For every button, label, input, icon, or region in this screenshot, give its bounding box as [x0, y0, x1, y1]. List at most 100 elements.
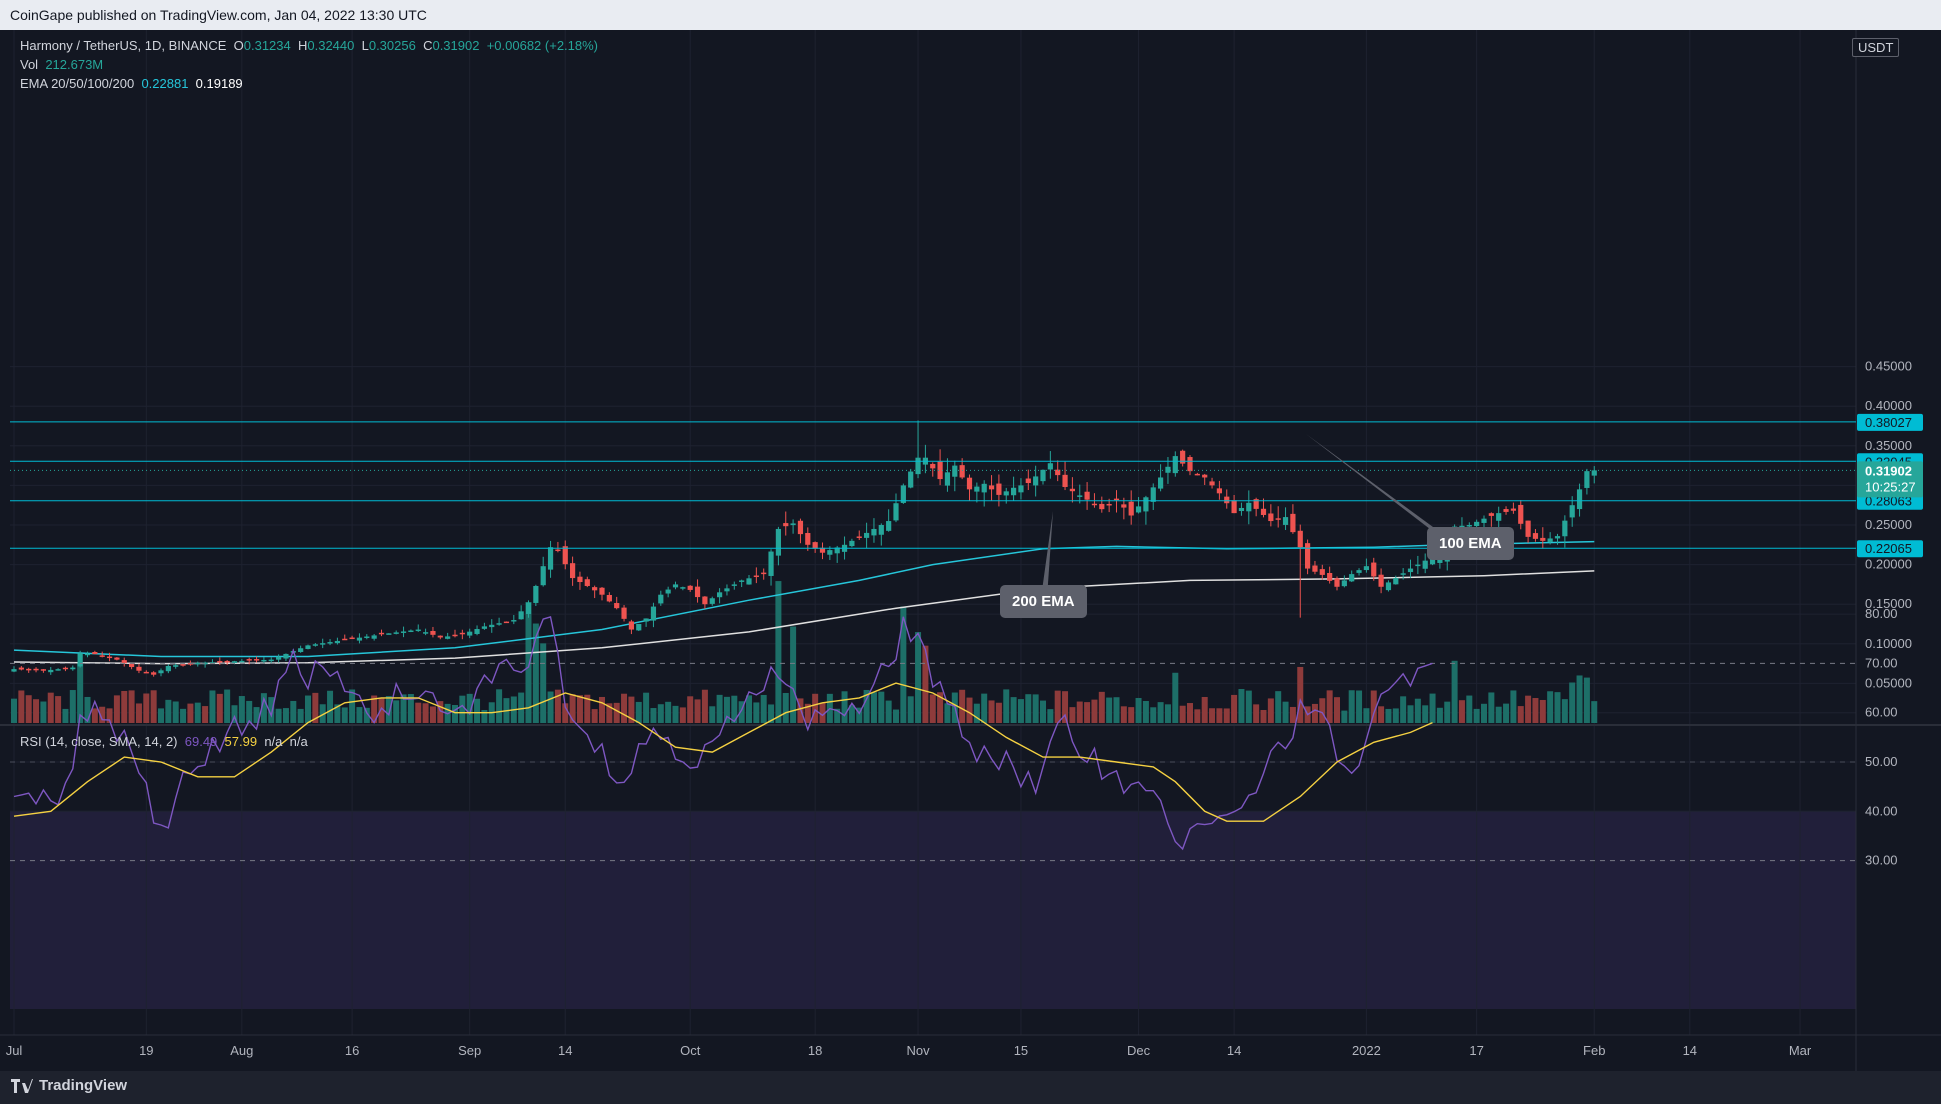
volume-bar	[1245, 690, 1252, 723]
candle	[1209, 477, 1215, 489]
rsi-sma-value: 57.99	[224, 734, 258, 749]
candle	[599, 587, 605, 601]
candle	[1224, 489, 1230, 509]
candle	[1040, 469, 1046, 485]
candle-body	[1576, 489, 1583, 510]
ema-label[interactable]: EMA 20/50/100/200	[20, 76, 135, 91]
volume-label[interactable]: Vol	[20, 57, 39, 72]
volume-bar	[863, 689, 870, 723]
time-tick-label: 14	[558, 1043, 572, 1058]
candle	[114, 657, 120, 661]
candle	[966, 474, 973, 501]
candle	[1113, 490, 1120, 513]
candle	[1341, 575, 1347, 588]
candle	[165, 664, 171, 674]
candle-body	[459, 632, 465, 635]
candle-body	[540, 566, 546, 586]
candle	[393, 630, 399, 635]
tradingview-logo[interactable]: TradingView	[11, 1077, 127, 1094]
candle-body	[92, 651, 98, 655]
volume-bar	[378, 697, 385, 723]
candle	[1231, 495, 1237, 514]
candle	[511, 614, 517, 625]
volume-bar	[246, 700, 253, 723]
volume-bar	[1223, 708, 1230, 723]
candle	[834, 545, 840, 563]
ema200-value: 0.19189	[195, 76, 243, 91]
symbol-title[interactable]: Harmony / TetherUS, 1D, BINANCE	[20, 38, 227, 53]
volume-bar	[121, 690, 128, 723]
candle-body	[878, 525, 884, 535]
candle	[930, 462, 936, 477]
candle	[1047, 451, 1053, 479]
price-tick-label: 0.20000	[1865, 557, 1912, 572]
volume-bar	[775, 581, 782, 723]
volume-bar	[525, 602, 532, 723]
volume-bar	[216, 693, 223, 723]
candle-body	[1062, 474, 1068, 487]
price-tick-label: 0.25000	[1865, 517, 1912, 532]
volume-bar	[172, 701, 179, 723]
volume-bar	[1407, 705, 1414, 723]
candle-body	[1253, 499, 1259, 509]
candle-body	[327, 642, 333, 644]
candle	[276, 654, 282, 663]
time-tick-label: Aug	[230, 1043, 253, 1058]
candle	[26, 667, 32, 673]
candle-body	[768, 551, 774, 576]
candle-body	[834, 547, 840, 554]
candle	[312, 642, 318, 647]
volume-bar	[1385, 708, 1392, 723]
candle	[555, 541, 561, 553]
candle	[1415, 555, 1421, 575]
candle-body	[775, 528, 781, 556]
candle	[761, 568, 767, 580]
currency-tag[interactable]: USDT	[1852, 38, 1900, 57]
candle-body	[908, 471, 914, 488]
volume-bar	[613, 702, 620, 723]
candle-body	[452, 634, 458, 637]
time-tick-label: 18	[808, 1043, 822, 1058]
candle	[797, 518, 804, 544]
candle-body	[1231, 500, 1237, 514]
volume-bar	[1003, 689, 1010, 723]
candle	[445, 632, 451, 640]
candle-body	[1312, 565, 1318, 572]
candle-body	[99, 655, 105, 657]
candle	[1069, 477, 1075, 503]
volume-bar	[1194, 709, 1201, 723]
volume-bar	[1311, 703, 1318, 723]
candle	[62, 666, 69, 672]
rsi-label[interactable]: RSI (14, close, SMA, 14, 2)	[20, 734, 178, 749]
candle-body	[77, 653, 83, 667]
candle	[1246, 490, 1252, 525]
candle	[731, 581, 737, 590]
candle	[1033, 465, 1039, 497]
candle	[33, 667, 39, 673]
candle-body	[900, 485, 906, 503]
candle-body	[937, 461, 943, 480]
volume-bar	[297, 708, 304, 723]
rsi-tick-label: 30.00	[1865, 853, 1898, 868]
volume-bar	[1179, 705, 1186, 723]
price-chart[interactable]: 0.450000.400000.350000.300000.250000.200…	[0, 0, 1941, 1071]
candle-body	[1327, 573, 1333, 581]
time-tick-label: Sep	[458, 1043, 481, 1058]
volume-bar	[1517, 706, 1524, 723]
candle-body	[525, 602, 532, 615]
candle	[908, 468, 914, 489]
candle-body	[753, 575, 759, 578]
candle	[415, 624, 421, 632]
candle-body	[1224, 496, 1230, 504]
candle-body	[1488, 513, 1494, 516]
candle	[1407, 559, 1414, 578]
candle	[717, 588, 723, 604]
volume-bar	[701, 689, 708, 723]
price-tick-label: 0.05000	[1865, 675, 1912, 690]
candle	[423, 628, 429, 636]
volume-bar	[1444, 701, 1451, 723]
candle-body	[1385, 582, 1392, 591]
volume-bar	[1356, 690, 1363, 723]
candle	[283, 653, 289, 661]
volume-bar	[371, 695, 378, 723]
